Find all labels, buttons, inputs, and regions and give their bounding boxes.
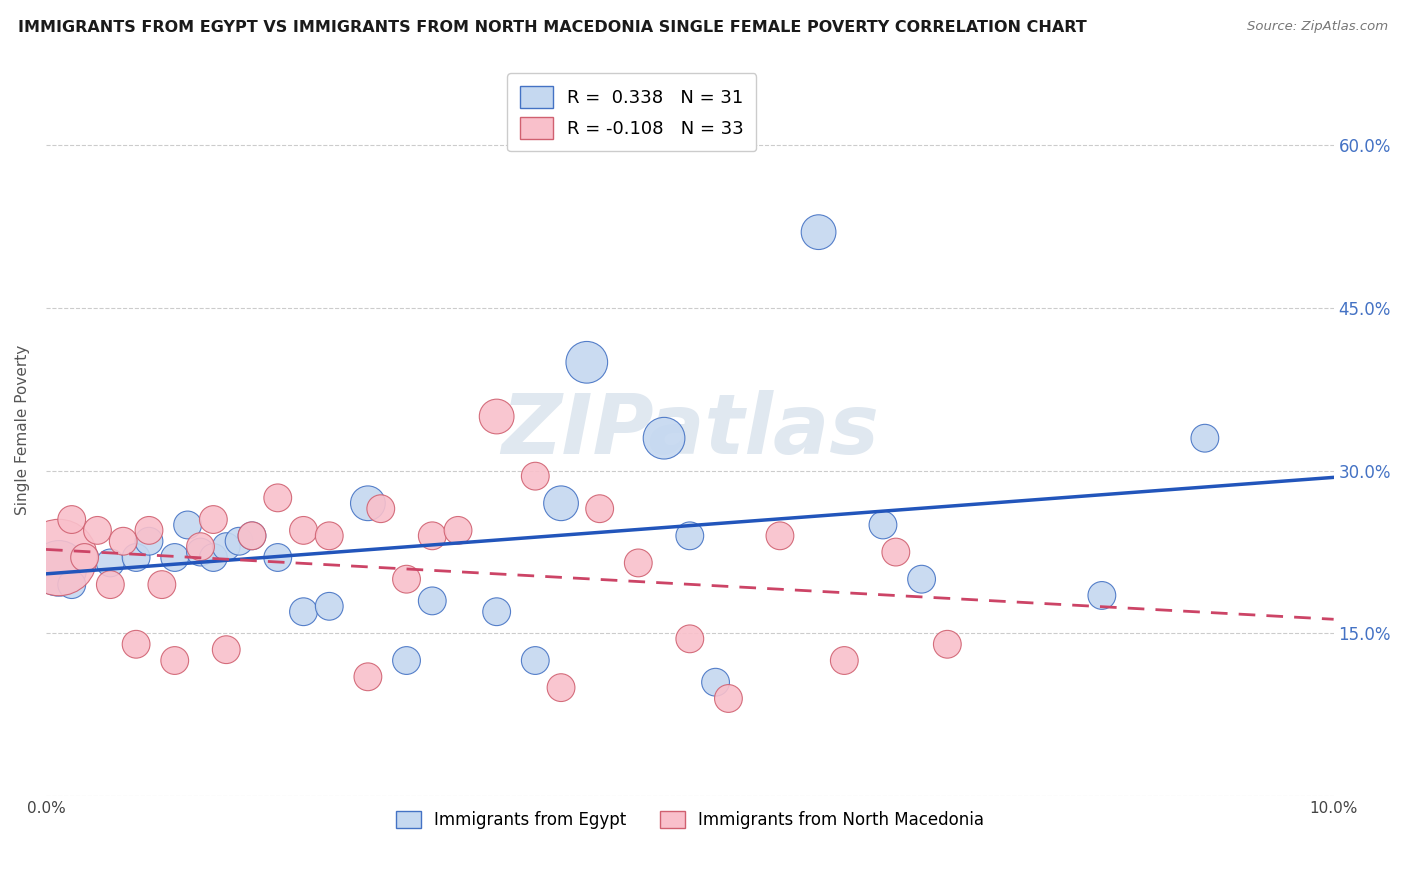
Point	[190, 545, 212, 559]
Point	[550, 496, 572, 510]
Point	[60, 512, 83, 526]
Point	[485, 605, 508, 619]
Text: IMMIGRANTS FROM EGYPT VS IMMIGRANTS FROM NORTH MACEDONIA SINGLE FEMALE POVERTY C: IMMIGRANTS FROM EGYPT VS IMMIGRANTS FROM…	[18, 20, 1087, 35]
Point	[704, 675, 727, 690]
Point	[589, 501, 612, 516]
Point	[73, 550, 96, 565]
Point	[48, 550, 70, 565]
Point	[190, 540, 212, 554]
Point	[125, 550, 148, 565]
Point	[872, 518, 894, 533]
Point	[769, 529, 792, 543]
Point	[910, 572, 932, 586]
Point	[240, 529, 263, 543]
Point	[98, 577, 121, 591]
Point	[98, 556, 121, 570]
Text: ZIPatlas: ZIPatlas	[501, 390, 879, 471]
Point	[524, 469, 547, 483]
Point	[215, 642, 238, 657]
Point	[575, 355, 598, 369]
Point	[292, 524, 315, 538]
Point	[679, 529, 702, 543]
Point	[679, 632, 702, 646]
Point	[318, 529, 340, 543]
Point	[1194, 431, 1216, 445]
Point	[357, 670, 380, 684]
Point	[138, 524, 160, 538]
Point	[834, 654, 856, 668]
Legend: Immigrants from Egypt, Immigrants from North Macedonia: Immigrants from Egypt, Immigrants from N…	[389, 804, 991, 835]
Text: Source: ZipAtlas.com: Source: ZipAtlas.com	[1247, 20, 1388, 33]
Point	[936, 637, 959, 651]
Point	[86, 524, 108, 538]
Point	[420, 594, 443, 608]
Point	[73, 550, 96, 565]
Point	[240, 529, 263, 543]
Point	[267, 491, 290, 505]
Point	[176, 518, 198, 533]
Point	[125, 637, 148, 651]
Point	[652, 431, 675, 445]
Point	[357, 496, 380, 510]
Point	[485, 409, 508, 424]
Point	[138, 534, 160, 549]
Point	[420, 529, 443, 543]
Point	[884, 545, 907, 559]
Point	[215, 540, 238, 554]
Point	[163, 654, 186, 668]
Point	[318, 599, 340, 614]
Point	[627, 556, 650, 570]
Point	[1091, 589, 1114, 603]
Point	[807, 225, 830, 239]
Point	[292, 605, 315, 619]
Point	[717, 691, 740, 706]
Point	[202, 512, 225, 526]
Point	[202, 550, 225, 565]
Point	[163, 550, 186, 565]
Point	[550, 681, 572, 695]
Point	[524, 654, 547, 668]
Point	[447, 524, 470, 538]
Point	[228, 534, 250, 549]
Point	[112, 534, 135, 549]
Point	[60, 577, 83, 591]
Point	[48, 561, 70, 575]
Point	[267, 550, 290, 565]
Point	[370, 501, 392, 516]
Point	[150, 577, 173, 591]
Y-axis label: Single Female Poverty: Single Female Poverty	[15, 345, 30, 516]
Point	[395, 654, 418, 668]
Point	[395, 572, 418, 586]
